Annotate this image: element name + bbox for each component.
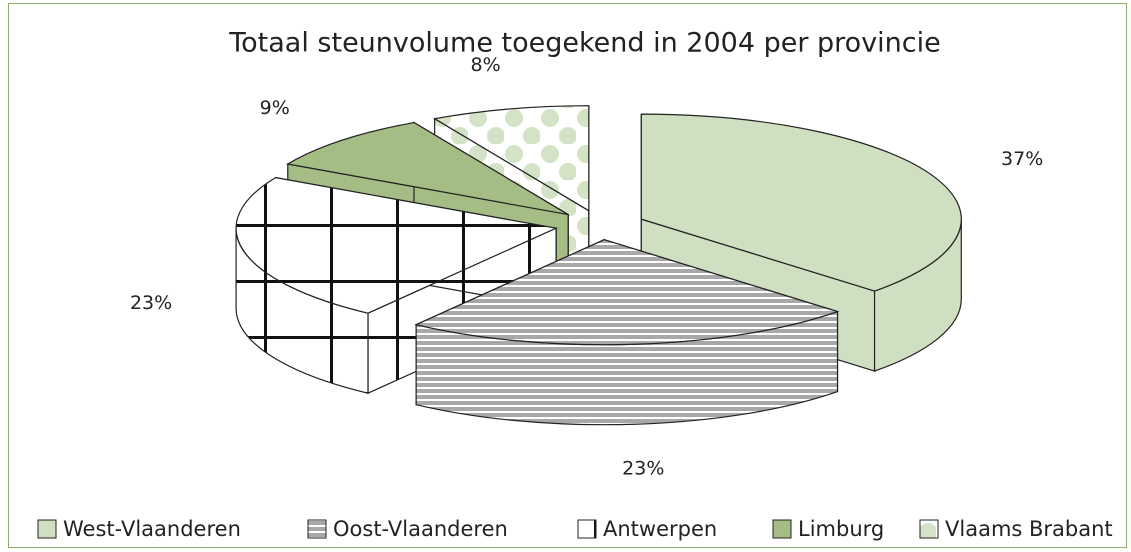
slice-top [235, 177, 559, 314]
legend-swatch [37, 519, 57, 539]
data-label: 37% [1001, 148, 1043, 170]
legend-label: Oost-Vlaanderen [333, 517, 508, 541]
legend-swatch [307, 519, 327, 539]
data-label: 23% [622, 457, 664, 479]
legend-label: Limburg [798, 517, 884, 541]
data-label: 9% [260, 97, 290, 119]
slice-top [640, 113, 962, 292]
slice-top [414, 239, 840, 346]
slice-top [286, 121, 569, 216]
chart-title: Totaal steunvolume toegekend in 2004 per… [228, 28, 941, 59]
legend-label: Antwerpen [603, 517, 717, 541]
legend-swatch [577, 519, 597, 539]
data-label: 23% [130, 292, 172, 314]
legend-swatch [919, 519, 939, 539]
slice-top [432, 105, 590, 212]
data-label: 8% [471, 54, 501, 76]
legend-swatch [772, 519, 792, 539]
legend-label: West-Vlaanderen [63, 517, 241, 541]
legend-label: Vlaams Brabant [945, 517, 1113, 541]
